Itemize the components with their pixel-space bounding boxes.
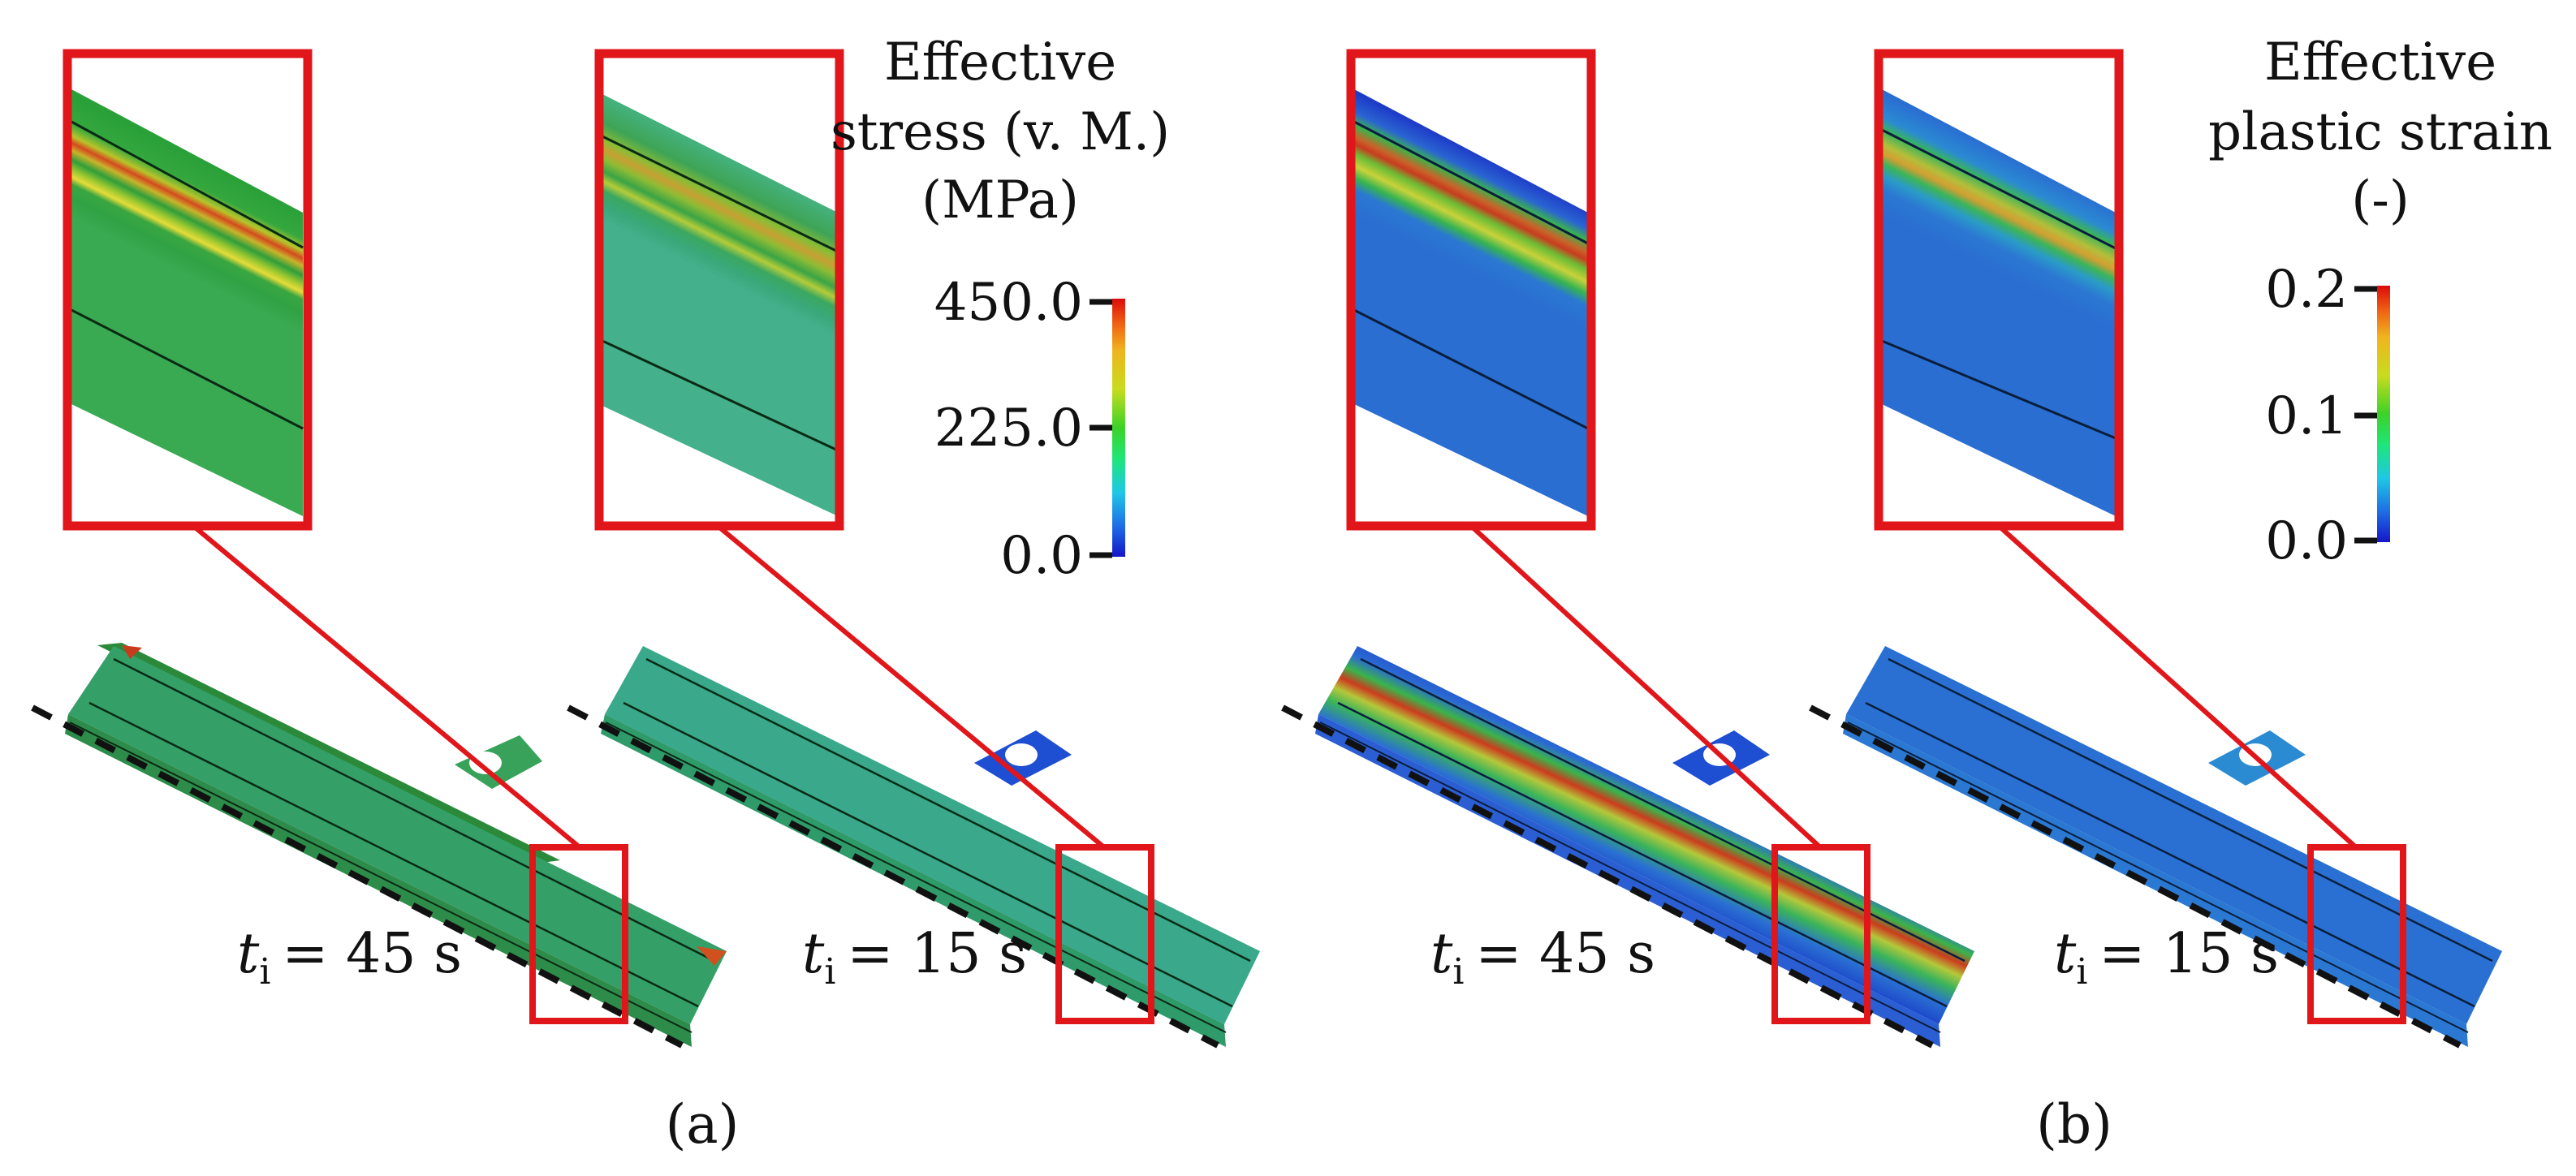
case-label-a-45s: ti = 45 s — [237, 922, 462, 993]
symmetry-line — [31, 704, 684, 1049]
zoom-connector — [1469, 523, 1823, 850]
case-subscript: i — [824, 951, 835, 993]
zoom-inset-a-45s — [63, 49, 313, 531]
case-value: = 45 s — [282, 922, 462, 986]
symmetry-line — [1809, 704, 2462, 1049]
beam-model-a-45s — [31, 523, 727, 1049]
zoom-inset-b-45s — [1346, 49, 1596, 531]
case-variable: t — [1430, 922, 1453, 986]
tick-label-max: 0.2 — [2265, 260, 2348, 320]
case-value: = 15 s — [2099, 922, 2279, 986]
legend-title-line-3: (-) — [2351, 170, 2410, 230]
panel-a: Effective stress (v. M.) (MPa) 450.0 225… — [31, 32, 1260, 1156]
tick-label-mid: 0.1 — [2265, 386, 2348, 446]
case-label-b-45s: ti = 45 s — [1430, 922, 1655, 993]
case-subscript: i — [1452, 951, 1464, 993]
panel-b: Effective plastic strain (-) 0.2 0.1 0.0 — [1281, 32, 2552, 1156]
case-subscript: i — [259, 951, 270, 993]
case-label-b-15s: ti = 15 s — [2054, 922, 2279, 993]
zoom-connector — [192, 523, 581, 850]
case-variable: t — [2054, 922, 2077, 986]
svg-text:ti= 45 s: ti = 45 s — [1430, 922, 1655, 993]
svg-text:ti= 15 s: ti = 15 s — [802, 922, 1027, 993]
legend-title-line-1: Effective — [884, 32, 1116, 93]
colorbar-legend-strain: Effective plastic strain (-) 0.2 0.1 0.0 — [2208, 32, 2552, 571]
case-subscript: i — [2076, 951, 2087, 993]
case-variable: t — [237, 922, 260, 986]
tick-label-mid: 225.0 — [934, 398, 1083, 459]
legend-title-line-2: stress (v. M.) — [831, 102, 1170, 162]
legend-title-line-3: (MPa) — [921, 170, 1079, 230]
legend-title-line-1: Effective — [2264, 32, 2496, 93]
beam-model-a-15s — [567, 523, 1260, 1049]
zoom-marker — [2307, 844, 2406, 1024]
colorbar-strain — [2377, 286, 2390, 542]
legend-title-line-2: plastic strain — [2208, 102, 2552, 162]
beam-model-b-45s — [1281, 523, 1974, 1049]
svg-text:ti= 45 s: ti = 45 s — [237, 922, 462, 993]
case-label-a-15s: ti = 15 s — [802, 922, 1027, 993]
zoom-marker — [1055, 844, 1154, 1024]
svg-text:ti= 15 s: ti = 15 s — [2054, 922, 2279, 993]
symmetry-line — [1281, 704, 1934, 1049]
tick-label-min: 0.0 — [2265, 511, 2348, 571]
case-variable: t — [802, 922, 825, 986]
colorbar-stress — [1112, 299, 1125, 557]
tick-label-min: 0.0 — [1000, 526, 1083, 586]
case-value: = 15 s — [847, 922, 1027, 986]
panel-caption-b: (b) — [2036, 1093, 2112, 1156]
case-value: = 45 s — [1475, 922, 1655, 986]
colorbar-legend-stress: Effective stress (v. M.) (MPa) 450.0 225… — [831, 32, 1170, 586]
symmetry-line — [567, 704, 1219, 1049]
beam-model-b-15s — [1809, 523, 2502, 1049]
tick-label-max: 450.0 — [934, 273, 1083, 333]
zoom-connector — [1996, 523, 2358, 850]
zoom-marker — [1771, 844, 1871, 1024]
zoom-connector — [716, 523, 1106, 850]
panel-caption-a: (a) — [666, 1093, 740, 1156]
zoom-inset-b-15s — [1874, 49, 2124, 531]
zoom-inset-a-15s — [594, 49, 844, 531]
